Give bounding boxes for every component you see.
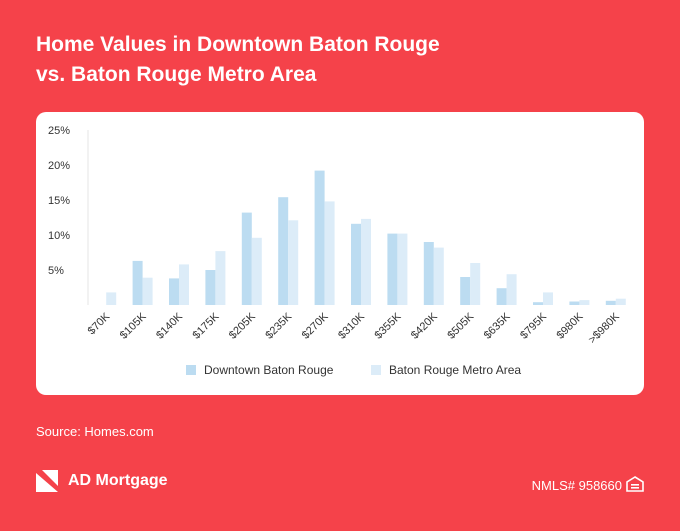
- bar-downtown: [205, 270, 216, 305]
- y-tick-label: 25%: [48, 125, 70, 137]
- x-tick-label: $205K: [227, 310, 258, 341]
- x-tick-label: $70K: [86, 310, 113, 337]
- nmls-number: NMLS# 958660: [531, 478, 622, 493]
- bar-downtown: [241, 212, 252, 305]
- bar-downtown: [460, 277, 471, 305]
- x-tick-label: $795K: [518, 310, 549, 341]
- x-tick-label: $310K: [336, 310, 367, 341]
- bar-metro: [361, 218, 371, 305]
- bar-downtown: [351, 223, 361, 305]
- bar-metro: [397, 233, 408, 305]
- bar-metro: [142, 277, 153, 305]
- x-tick-label: $140K: [154, 310, 185, 341]
- brand-logo: AD Mortgage: [36, 470, 168, 492]
- x-tick-label: >$980K: [586, 310, 622, 346]
- x-tick-label: $980K: [555, 310, 586, 341]
- chart-title: Home Values in Downtown Baton Rouge vs. …: [36, 30, 596, 90]
- equal-housing-icon: [626, 476, 644, 492]
- legend-label-metro: Baton Rouge Metro Area: [389, 363, 521, 377]
- chart-title-line2: vs. Baton Rouge Metro Area: [36, 63, 317, 86]
- chart-card: 25% 20% 15% 10% 5% $70K $105K $140K $175K $205K $2…: [36, 112, 644, 395]
- bar-metro: [470, 263, 481, 305]
- chart-title-line1: Home Values in Downtown Baton Rouge: [36, 33, 440, 56]
- bar-metro: [324, 201, 335, 305]
- source-note: Source: Homes.com: [36, 424, 154, 439]
- bar-downtown: [314, 170, 325, 305]
- bar-downtown: [423, 242, 434, 305]
- bar-metro: [615, 298, 626, 305]
- bar-downtown: [533, 302, 543, 305]
- legend-swatch-downtown: [186, 365, 196, 375]
- bar-metro: [106, 292, 117, 305]
- x-tick-label: $355K: [373, 310, 404, 341]
- bar-metro: [433, 247, 444, 305]
- bar-metro: [215, 251, 226, 305]
- y-tick-label: 10%: [48, 230, 70, 242]
- bar-downtown: [569, 301, 580, 305]
- bar-downtown: [605, 300, 616, 305]
- x-tick-label: $420K: [409, 310, 440, 341]
- bar-downtown: [278, 197, 289, 305]
- x-tick-label: $635K: [482, 310, 513, 341]
- ad-mortgage-logo-icon: [36, 470, 58, 492]
- bar-metro: [288, 220, 299, 305]
- legend-swatch-metro: [371, 365, 381, 375]
- x-tick-label: $105K: [118, 310, 149, 341]
- bar-metro: [179, 264, 189, 305]
- x-tick-label: $175K: [191, 310, 222, 341]
- bar-metro: [506, 274, 517, 305]
- bar-downtown: [169, 278, 179, 305]
- bar-chart: 25%20%15%10%5%$70K $105K $140K $175K $205K $2…: [48, 125, 626, 377]
- y-tick-label: 20%: [48, 160, 70, 172]
- bar-downtown: [496, 288, 507, 305]
- bar-metro: [543, 292, 553, 305]
- bar-metro: [579, 300, 590, 305]
- legend-label-downtown: Downtown Baton Rouge: [204, 363, 334, 377]
- brand-name: AD Mortgage: [68, 472, 168, 489]
- bar-downtown: [132, 260, 143, 305]
- bar-downtown: [387, 233, 398, 305]
- x-tick-label: $505K: [445, 310, 476, 341]
- bar-metro: [251, 237, 262, 305]
- x-tick-label: $270K: [300, 310, 331, 341]
- y-tick-label: 15%: [48, 195, 70, 207]
- x-tick-label: $235K: [263, 310, 294, 341]
- y-tick-label: 5%: [48, 265, 64, 277]
